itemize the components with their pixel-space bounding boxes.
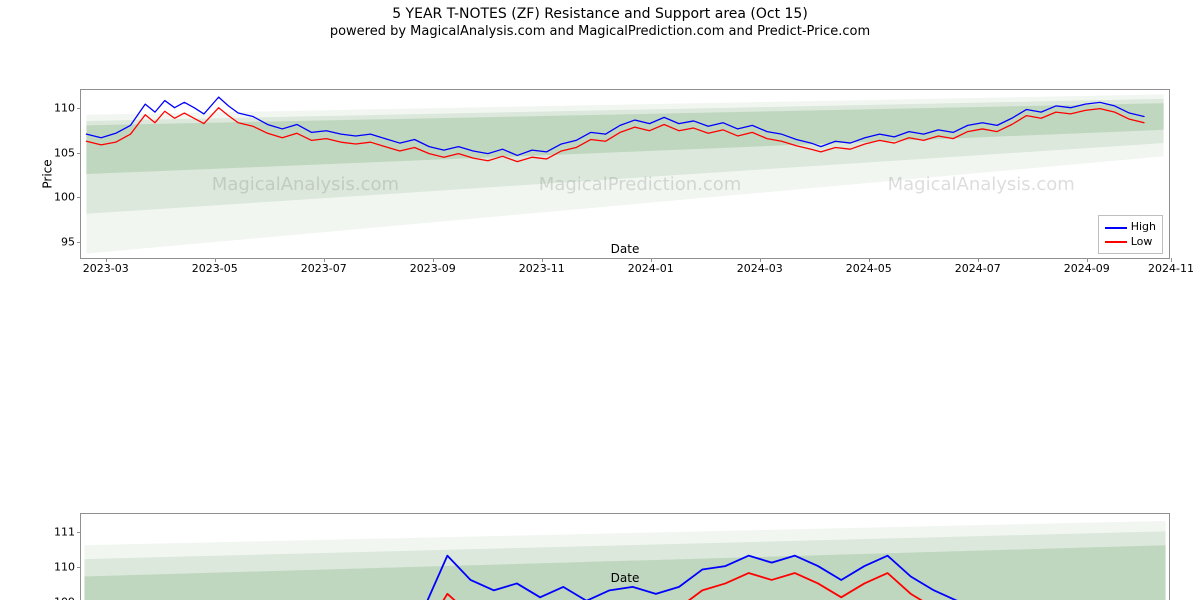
- chart-panel-bottom: Price High Low 1051061071081091101112024…: [80, 513, 1170, 600]
- x-axis-label-bottom: Date: [611, 571, 640, 585]
- legend-label-high: High: [1131, 220, 1156, 234]
- chart-title: 5 YEAR T-NOTES (ZF) Resistance and Suppo…: [0, 0, 1200, 22]
- legend-label-low: Low: [1131, 235, 1153, 249]
- y-axis-label: Price: [41, 159, 55, 188]
- chart-plot-top: [81, 90, 1169, 258]
- legend-swatch-low: [1105, 241, 1127, 243]
- x-axis-label-top: Date: [611, 242, 640, 256]
- chart-subtitle: powered by MagicalAnalysis.com and Magic…: [0, 22, 1200, 41]
- legend-top: High Low: [1098, 215, 1163, 254]
- legend-row-low: Low: [1105, 235, 1156, 249]
- y-tick-label: 109: [54, 595, 81, 600]
- chart-panel-top: Price High Low 951001051102023-032023-05…: [80, 89, 1170, 259]
- chart-plot-bottom: [81, 514, 1169, 600]
- legend-row-high: High: [1105, 220, 1156, 234]
- legend-swatch-high: [1105, 227, 1127, 229]
